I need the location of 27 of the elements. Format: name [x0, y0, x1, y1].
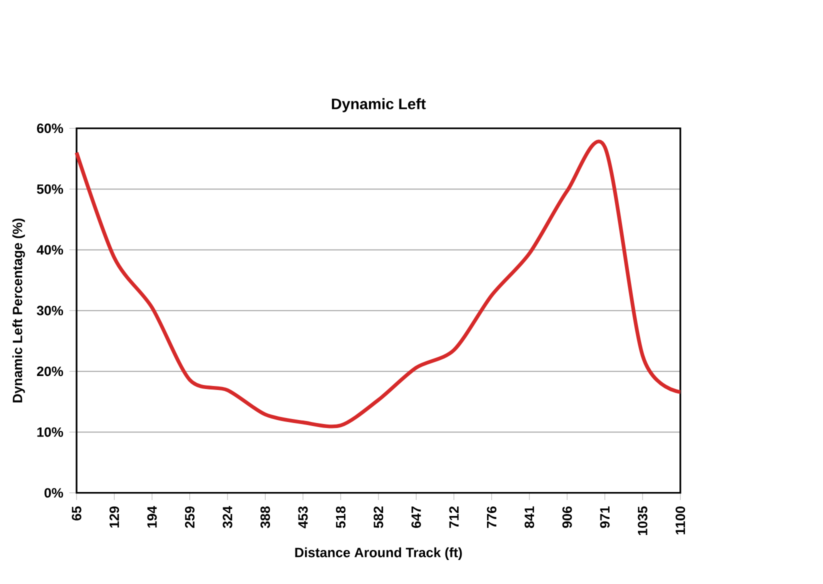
x-tick-label: 712 — [449, 506, 459, 528]
x-tick-label: 453 — [298, 506, 308, 528]
x-tick-label: 1100 — [676, 506, 686, 534]
y-axis-title: Dynamic Left Percentage (%) — [12, 218, 25, 403]
x-tick-label: 647 — [411, 506, 421, 528]
x-tick-label: 65 — [72, 506, 82, 521]
y-tick-label: 0% — [44, 488, 64, 498]
x-tick-label: 518 — [336, 506, 346, 528]
x-tick-label: 259 — [185, 506, 195, 528]
y-tick-label: 10% — [37, 427, 64, 437]
x-tick-label: 776 — [486, 506, 496, 528]
chart-title: Dynamic Left — [332, 98, 426, 112]
x-tick-label: 841 — [524, 506, 534, 528]
x-tick-label: 1035 — [638, 506, 648, 536]
x-tick-label: 324 — [222, 506, 232, 528]
x-tick-label: 582 — [374, 506, 384, 528]
x-tick-label: 906 — [562, 506, 572, 528]
y-tick-label: 40% — [36, 245, 64, 255]
x-tick-label: 971 — [600, 506, 610, 528]
x-tick-label: 388 — [260, 506, 270, 528]
y-tick-label: 30% — [36, 306, 64, 316]
y-tick-label: 50% — [36, 184, 64, 194]
x-tick-label: 129 — [110, 506, 120, 528]
y-tick-label: 20% — [36, 366, 64, 376]
x-tick-label: 194 — [147, 506, 157, 528]
x-axis-title: Distance Around Track (ft) — [295, 548, 462, 560]
y-tick-label: 60% — [37, 124, 64, 134]
